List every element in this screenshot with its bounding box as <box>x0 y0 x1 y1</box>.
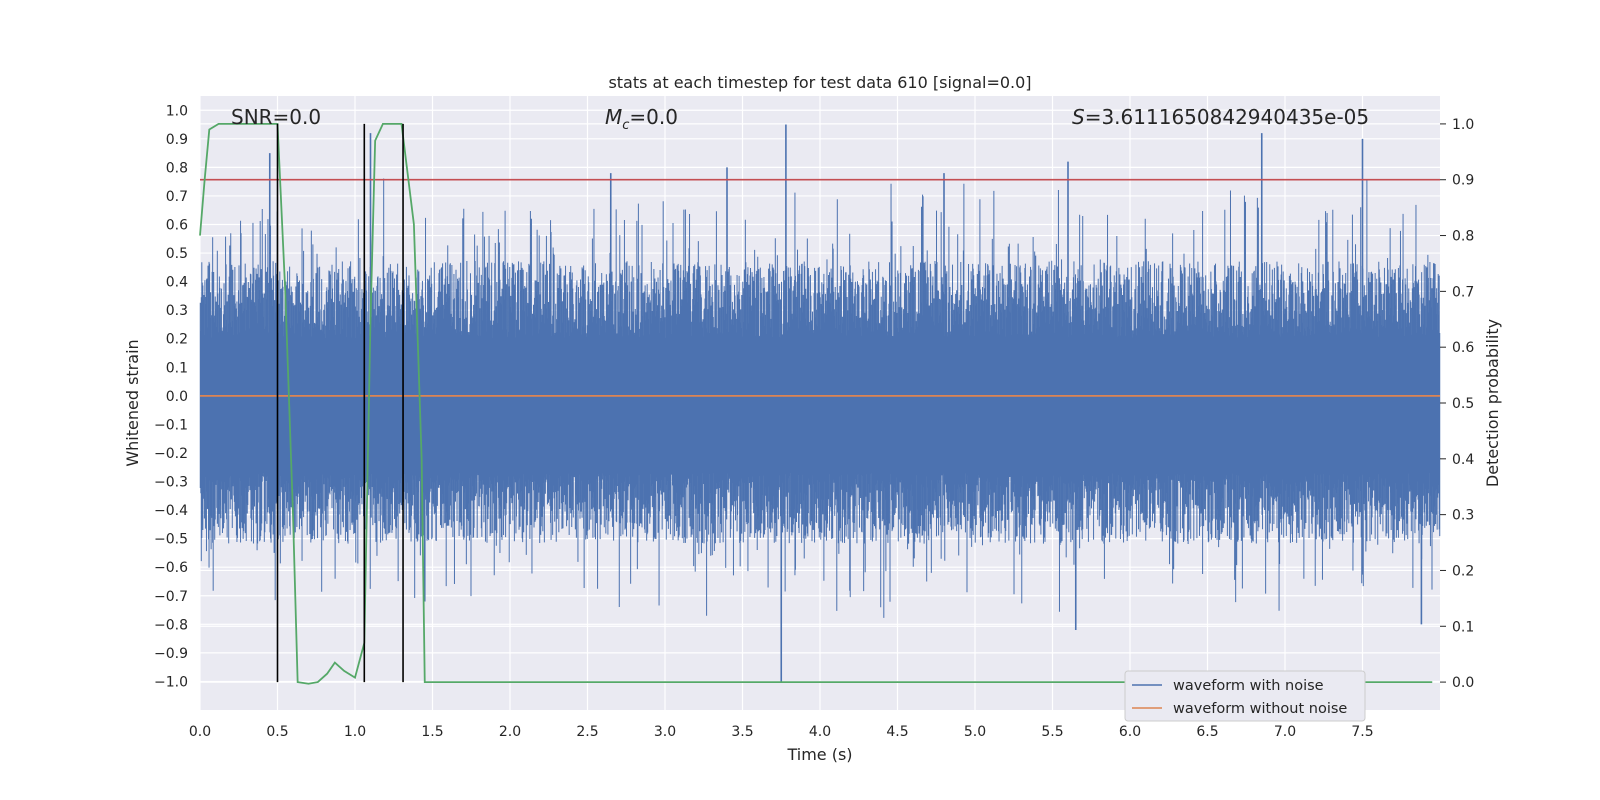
y-tick-label: 0.4 <box>166 275 188 291</box>
x-tick-label: 1.5 <box>421 724 443 740</box>
y-right-tick-label: 0.0 <box>1452 675 1474 691</box>
y-right-axis-label: Detection probability <box>1483 319 1502 487</box>
x-tick-label: 6.5 <box>1196 724 1218 740</box>
x-tick-label: 5.0 <box>964 724 986 740</box>
x-tick-label: 3.5 <box>731 724 753 740</box>
y-right-tick-label: 0.1 <box>1452 619 1474 635</box>
y-right-tick-label: 0.6 <box>1452 340 1474 356</box>
legend-label-clean: waveform without noise <box>1173 701 1347 717</box>
legend-label-noise: waveform with noise <box>1173 678 1324 694</box>
chart-title: stats at each timestep for test data 610… <box>608 73 1031 92</box>
x-tick-label: 7.0 <box>1274 724 1296 740</box>
annotation-s: S=3.6111650842940435e-05 <box>1072 105 1369 129</box>
annotation-mc: Mc=0.0 <box>605 105 678 133</box>
x-tick-label: 4.5 <box>886 724 908 740</box>
annotation-snr: SNR=0.0 <box>231 105 321 129</box>
y-tick-label: 0.3 <box>166 303 188 319</box>
x-tick-label: 0.5 <box>266 724 288 740</box>
y-tick-label: 0.7 <box>166 189 188 205</box>
y-tick-label: 0.0 <box>166 389 188 405</box>
probability-trace <box>199 123 1433 685</box>
x-axis-label: Time (s) <box>786 745 852 764</box>
x-tick-label: 7.5 <box>1351 724 1373 740</box>
annotation-mc-value: =0.0 <box>629 105 678 129</box>
y-right-tick-label: 0.4 <box>1452 452 1474 468</box>
x-tick-label: 5.5 <box>1041 724 1063 740</box>
x-tick-label: 2.0 <box>499 724 521 740</box>
x-tick-label: 3.0 <box>654 724 676 740</box>
y-tick-label: 0.9 <box>166 132 188 148</box>
y-tick-label: 0.2 <box>166 332 188 348</box>
y-right-tick-labels: 0.0 0.1 0.2 0.3 0.4 0.5 0.6 0.7 0.8 0.9 1.0 <box>1440 117 1474 691</box>
y-tick-labels: −1.0 −0.9 −0.8 −0.7 −0.6 −0.5 −0.4 −0.3 −0.2 −0.1… <box>154 103 188 690</box>
legend: waveform with noise waveform without noi… <box>1124 670 1366 722</box>
legend-box <box>1124 670 1366 722</box>
y-tick-label: −0.5 <box>154 532 188 548</box>
y-right-tick-label: 0.5 <box>1452 396 1474 412</box>
series-detection-probability <box>199 123 1433 685</box>
y-tick-label: 0.6 <box>166 218 188 234</box>
y-tick-label: −0.1 <box>154 417 188 433</box>
annotation-s-value: =3.6111650842940435e-05 <box>1085 105 1369 129</box>
y-tick-label: −0.4 <box>154 503 188 519</box>
annotation-mc-symbol: M <box>605 105 622 129</box>
y-tick-label: −0.3 <box>154 475 188 491</box>
x-tick-label: 2.5 <box>576 724 598 740</box>
y-right-tick-label: 0.7 <box>1452 284 1474 300</box>
y-tick-label: −0.6 <box>154 560 188 576</box>
y-tick-label: −0.9 <box>154 646 188 662</box>
y-axis-label: Whitened strain <box>123 339 142 466</box>
y-right-tick-label: 1.0 <box>1452 117 1474 133</box>
annotation-mc-subscript: c <box>622 118 629 133</box>
x-tick-labels: 0.0 0.5 1.0 1.5 2.0 2.5 3.0 3.5 4.0 4.5 5.0 5.5 6.0 6… <box>189 724 1374 740</box>
vertical-markers <box>276 123 404 683</box>
x-tick-label: 4.0 <box>809 724 831 740</box>
y-tick-label: 0.8 <box>166 160 188 176</box>
y-right-tick-label: 0.2 <box>1452 563 1474 579</box>
y-tick-label: −0.7 <box>154 589 188 605</box>
y-tick-label: −0.2 <box>154 446 188 462</box>
y-right-tick-label: 0.8 <box>1452 229 1474 245</box>
y-right-tick-label: 0.9 <box>1452 173 1474 189</box>
y-right-tick-label: 0.3 <box>1452 508 1474 524</box>
x-tick-label: 6.0 <box>1119 724 1141 740</box>
annotation-s-symbol: S <box>1072 105 1085 129</box>
y-tick-label: 1.0 <box>166 103 188 119</box>
y-tick-label: −0.8 <box>154 617 188 633</box>
y-tick-label: −1.0 <box>154 674 188 690</box>
x-tick-label: 1.0 <box>344 724 366 740</box>
y-tick-label: 0.1 <box>166 360 188 376</box>
y-tick-label: 0.5 <box>166 246 188 262</box>
x-tick-label: 0.0 <box>189 724 211 740</box>
